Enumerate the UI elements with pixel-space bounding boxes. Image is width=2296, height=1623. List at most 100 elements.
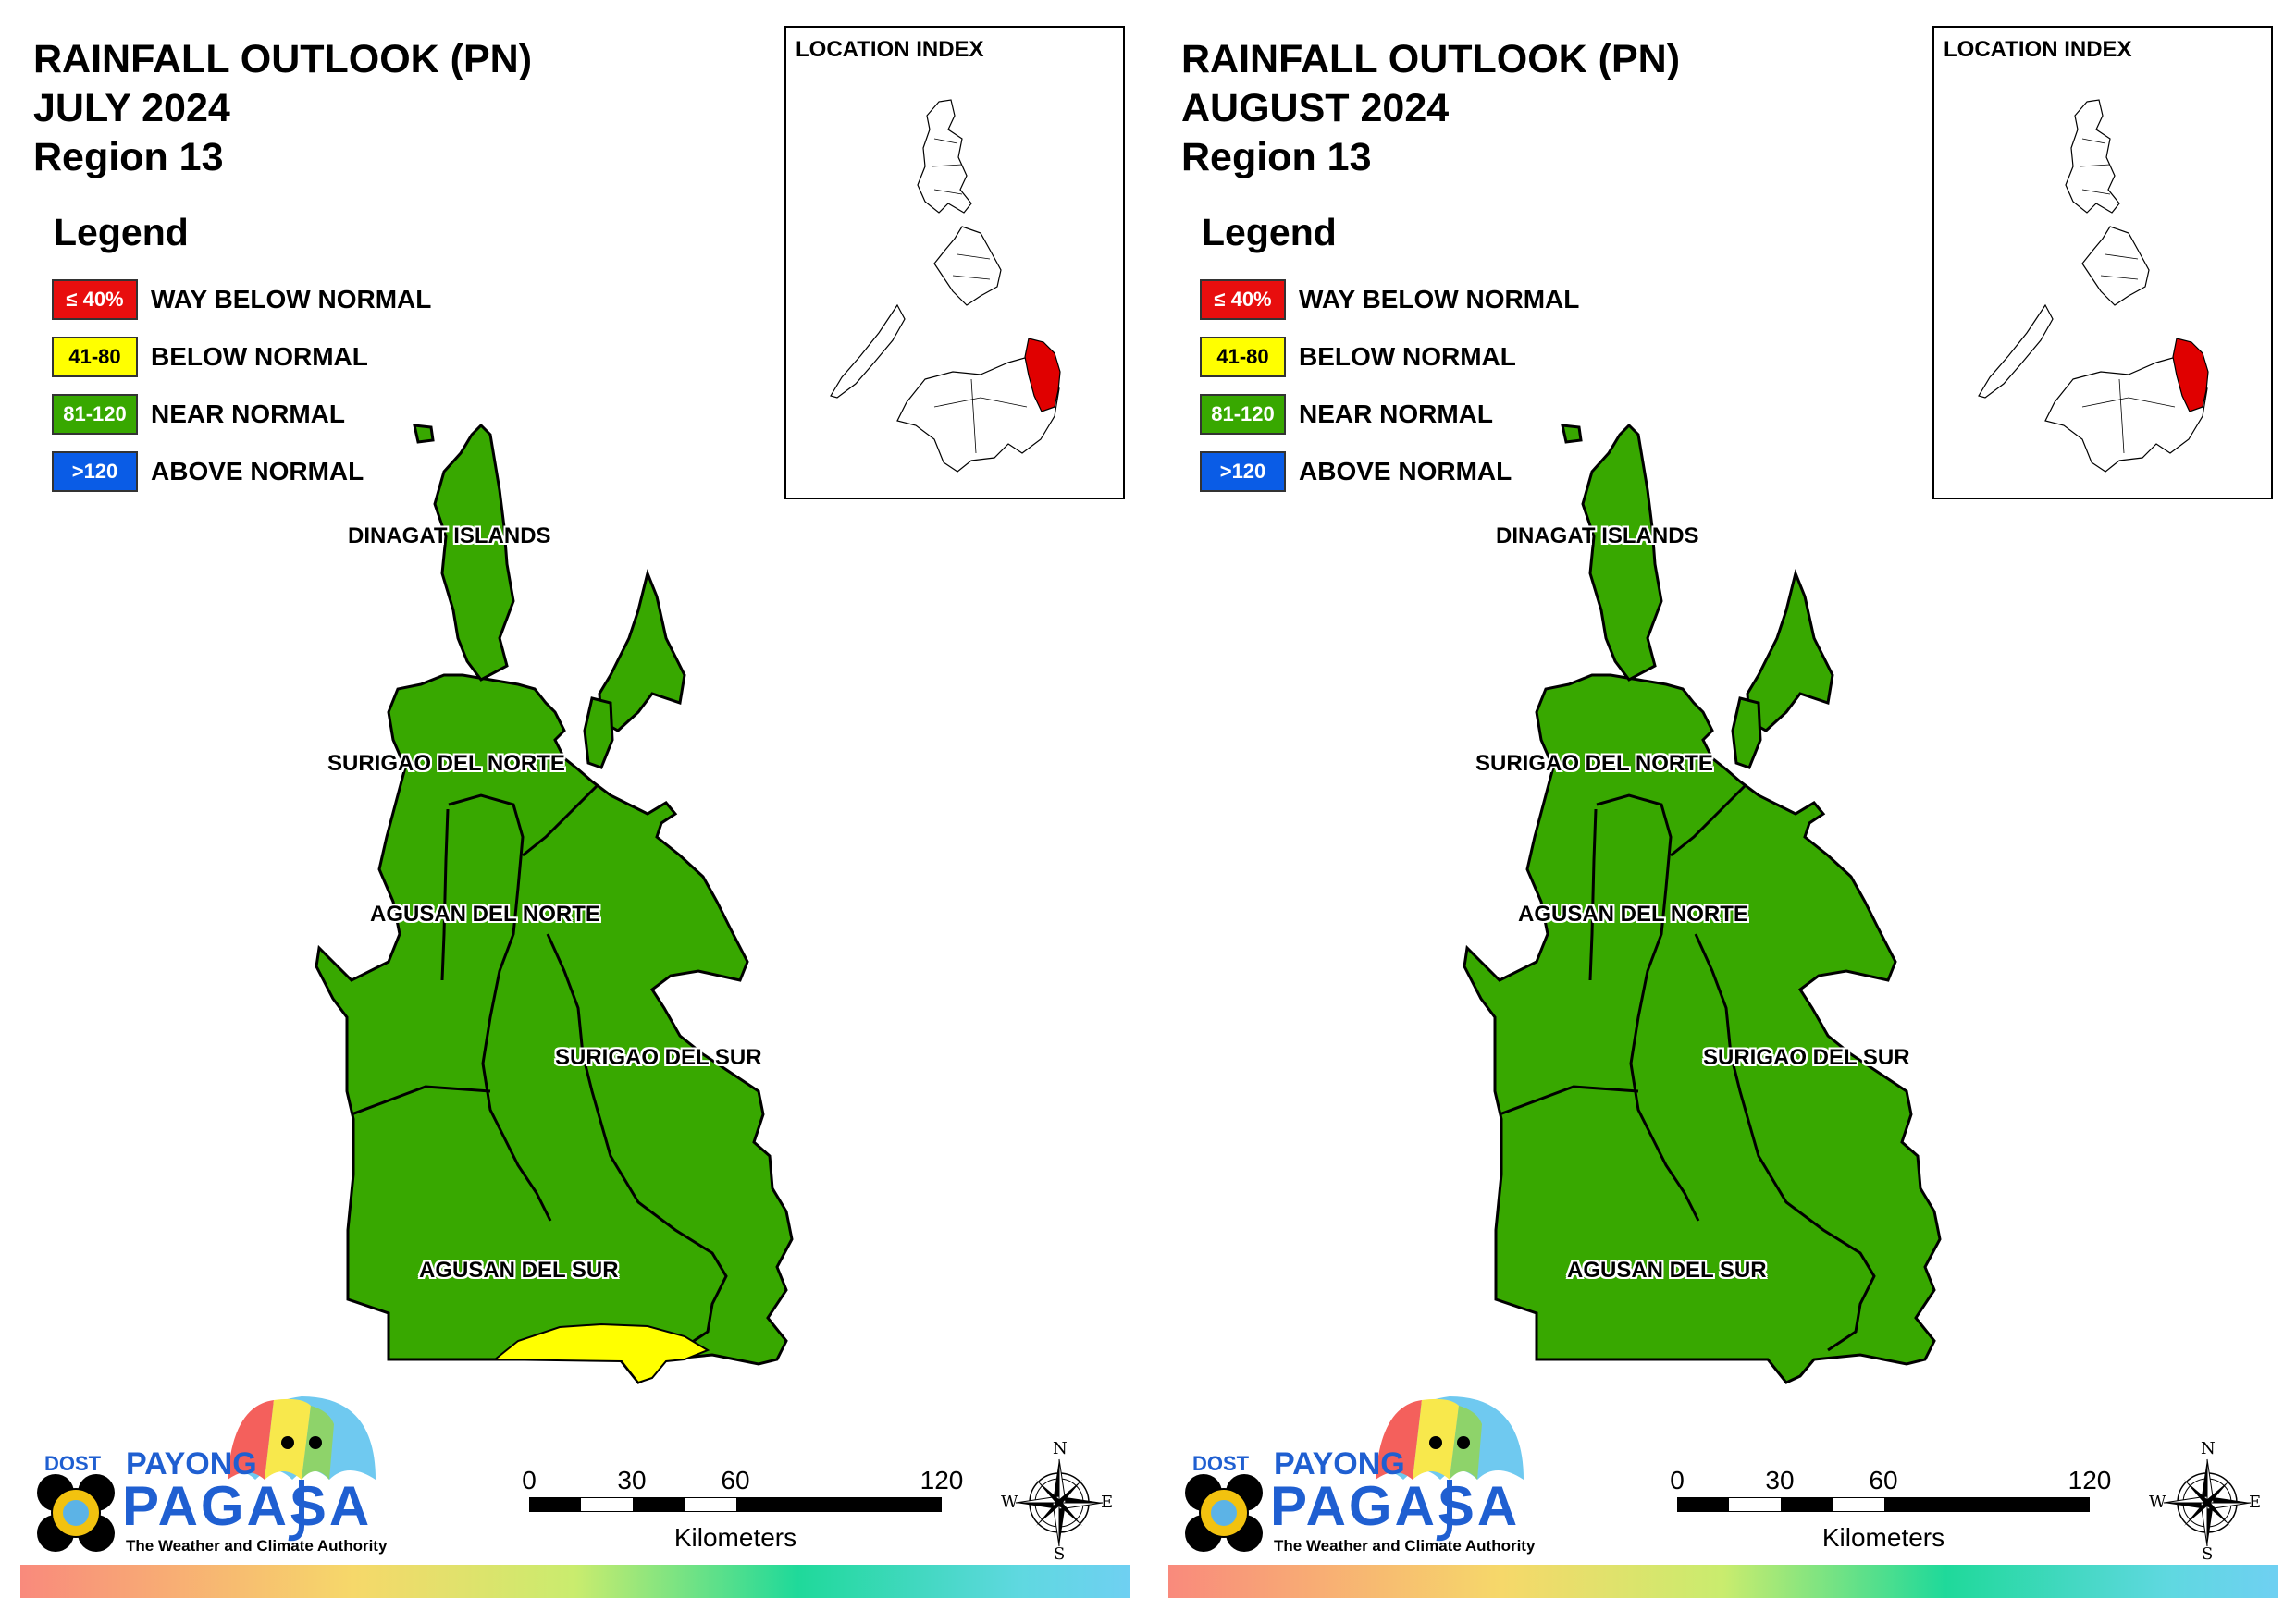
legend-label: WAY BELOW NORMAL bbox=[151, 285, 432, 314]
map-bucas-island bbox=[1731, 696, 1762, 769]
legend-label: BELOW NORMAL bbox=[151, 342, 368, 371]
region13-map bbox=[1463, 423, 1942, 1384]
caraga-highlight bbox=[2172, 338, 2209, 412]
logo-payong-text: PAYONG bbox=[126, 1446, 257, 1482]
legend-row: 41-80 BELOW NORMAL bbox=[52, 328, 431, 386]
compass-s: S bbox=[1054, 1544, 1066, 1564]
scale-tick-120: 120 bbox=[920, 1466, 964, 1494]
legend-row: >120 ABOVE NORMAL bbox=[1200, 443, 1579, 500]
scale-tick-0: 0 bbox=[522, 1466, 537, 1494]
label-dinagat-islands: DINAGAT ISLANDS bbox=[1496, 523, 1699, 548]
legend-label: NEAR NORMAL bbox=[151, 400, 345, 428]
scale-bar: 0 30 60 120 Kilometers bbox=[518, 1457, 963, 1558]
legend-heading: Legend bbox=[54, 211, 189, 253]
map-title: RAINFALL OUTLOOK (PN) JULY 2024 Region 1… bbox=[33, 35, 532, 182]
north-arrow: N E S W bbox=[1001, 1439, 1114, 1564]
visayas-outline bbox=[2081, 226, 2150, 306]
legend-row: ≤ 40% WAY BELOW NORMAL bbox=[1200, 271, 1579, 328]
location-index-inset: LOCATION INDEX bbox=[1932, 26, 2273, 499]
pagasa-logo: DOST PAYONG PAGASA The Weather and Clima… bbox=[33, 1387, 403, 1563]
label-dinagat-islands: DINAGAT ISLANDS bbox=[348, 523, 551, 548]
map-siargao-island bbox=[1746, 569, 1834, 732]
label-surigao-del-sur: SURIGAO DEL SUR bbox=[1703, 1045, 1910, 1070]
boundary-sds-ads bbox=[546, 933, 728, 1352]
legend-swatch: 41-80 bbox=[52, 337, 138, 377]
compass-n: N bbox=[2201, 1439, 2216, 1458]
province-lines bbox=[2080, 138, 2176, 454]
scale-tick-60: 60 bbox=[1869, 1466, 1898, 1494]
boundary-adn-ads bbox=[351, 1085, 491, 1116]
inset-title: LOCATION INDEX bbox=[796, 37, 984, 62]
legend-swatch: 81-120 bbox=[1200, 394, 1286, 435]
scale-tick-30: 30 bbox=[617, 1466, 647, 1494]
outlook-panel-july: RAINFALL OUTLOOK (PN) JULY 2024 Region 1… bbox=[20, 26, 1130, 1598]
compass-rose-icon bbox=[1015, 1458, 1104, 1547]
title-line-3: Region 13 bbox=[1181, 135, 1372, 179]
legend-swatch: ≤ 40% bbox=[1200, 279, 1286, 320]
umbrella-icon bbox=[1376, 1396, 1524, 1542]
region13-map bbox=[315, 423, 794, 1384]
title-line-2: AUGUST 2024 bbox=[1181, 86, 1450, 130]
legend-label: BELOW NORMAL bbox=[1299, 342, 1516, 371]
map-dinagat-islet bbox=[413, 424, 435, 444]
philippines-locator-map bbox=[1978, 99, 2209, 473]
label-surigao-del-norte: SURIGAO DEL NORTE bbox=[1475, 751, 1713, 776]
legend-label: WAY BELOW NORMAL bbox=[1299, 285, 1580, 314]
caraga-highlight bbox=[1024, 338, 1061, 412]
label-agusan-del-norte: AGUSAN DEL NORTE bbox=[370, 902, 600, 927]
label-surigao-del-norte: SURIGAO DEL NORTE bbox=[327, 751, 565, 776]
palawan-outline bbox=[1978, 303, 2054, 399]
legend-label: NEAR NORMAL bbox=[1299, 400, 1493, 428]
province-lines bbox=[932, 138, 1028, 454]
scale-tick-30: 30 bbox=[1765, 1466, 1795, 1494]
boundary-sdn-sds bbox=[522, 784, 599, 857]
boundary-adn-sdn bbox=[448, 793, 552, 1222]
compass-s: S bbox=[2202, 1544, 2214, 1564]
legend-row: ≤ 40% WAY BELOW NORMAL bbox=[52, 271, 431, 328]
color-gradient-bar bbox=[20, 1565, 1130, 1598]
boundary-sdn-sds bbox=[1670, 784, 1747, 857]
compass-e: E bbox=[1101, 1493, 1114, 1512]
boundary-adn-ads bbox=[1499, 1085, 1639, 1116]
outlook-panel-august: RAINFALL OUTLOOK (PN) AUGUST 2024 Region… bbox=[1148, 0, 2296, 1623]
logo-payong-text: PAYONG bbox=[1274, 1446, 1405, 1482]
luzon-outline bbox=[917, 99, 972, 214]
scale-unit-label: Kilometers bbox=[1821, 1523, 1945, 1552]
legend-row: 81-120 NEAR NORMAL bbox=[1200, 386, 1579, 443]
logo-tagline: The Weather and Climate Authority bbox=[126, 1537, 388, 1555]
location-index-inset: LOCATION INDEX bbox=[784, 26, 1125, 499]
map-below-normal-area bbox=[492, 1322, 710, 1384]
label-agusan-del-norte: AGUSAN DEL NORTE bbox=[1518, 902, 1748, 927]
logo-tagline: The Weather and Climate Authority bbox=[1274, 1537, 1536, 1555]
label-surigao-del-sur: SURIGAO DEL SUR bbox=[555, 1045, 762, 1070]
mindanao-outline bbox=[896, 355, 1060, 473]
legend-row: >120 ABOVE NORMAL bbox=[52, 443, 431, 500]
map-region-body bbox=[315, 673, 794, 1384]
legend-label: ABOVE NORMAL bbox=[1299, 457, 1512, 486]
boundary-adn-inner bbox=[1588, 808, 1598, 981]
title-line-2: JULY 2024 bbox=[33, 86, 230, 130]
philippines-locator-map bbox=[830, 99, 1061, 473]
boundary-sds-ads bbox=[1694, 933, 1876, 1352]
visayas-outline bbox=[933, 226, 1002, 306]
legend-heading: Legend bbox=[1202, 211, 1337, 253]
compass-w: W bbox=[1001, 1493, 1018, 1512]
inset-title: LOCATION INDEX bbox=[1944, 37, 2132, 62]
legend-label: ABOVE NORMAL bbox=[151, 457, 364, 486]
scale-bar-graphic bbox=[529, 1497, 942, 1512]
map-bucas-island bbox=[583, 696, 614, 769]
compass-rose-icon bbox=[2163, 1458, 2252, 1547]
legend-swatch: ≤ 40% bbox=[52, 279, 138, 320]
legend-swatch: 81-120 bbox=[52, 394, 138, 435]
map-dinagat-island bbox=[1581, 423, 1663, 682]
map-dinagat-islet bbox=[1561, 424, 1583, 444]
luzon-outline bbox=[2065, 99, 2120, 214]
scale-tick-120: 120 bbox=[2068, 1466, 2112, 1494]
legend-swatch: >120 bbox=[1200, 451, 1286, 492]
logo-dost-text: DOST bbox=[1192, 1452, 1250, 1475]
scale-bar: 0 30 60 120 Kilometers bbox=[1666, 1457, 2111, 1558]
legend: Legend ≤ 40% WAY BELOW NORMAL 41-80 BELOW N… bbox=[1200, 211, 1579, 500]
compass-e: E bbox=[2249, 1493, 2262, 1512]
boundary-adn-sdn bbox=[1596, 793, 1700, 1222]
scale-unit-label: Kilometers bbox=[673, 1523, 797, 1552]
